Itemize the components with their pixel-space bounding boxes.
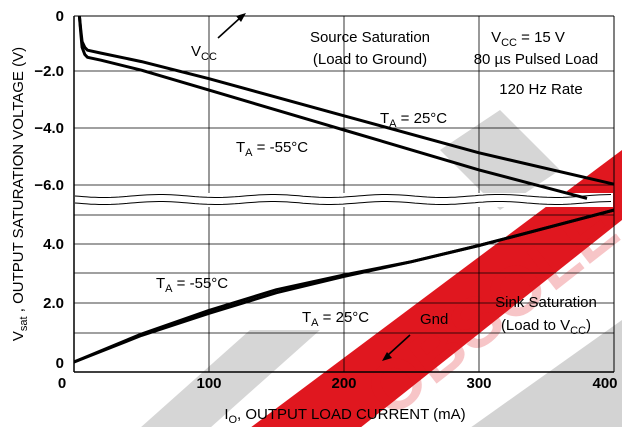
series-label-upper-25c: TA = 25°C [380,110,447,130]
series-label-lower-m55c-main: T [156,275,165,292]
pulse-condition: 80 µs Pulsed Load [474,51,599,68]
x-tick-label-0: 0 [58,375,66,392]
series-label-upper-m55c-main: T [236,139,245,156]
series-label-upper-25c-value: = 25°C [397,110,448,127]
series-label-lower-25c: TA = 25°C [302,309,369,329]
gnd-arrow-head [382,352,392,361]
source-saturation-title: Source Saturation [310,29,430,46]
series-label-lower-25c-sub: A [311,317,319,329]
vcc-reference-sub: CC [201,51,217,63]
series-label-lower-m55c-sub: A [165,283,173,295]
x-axis-title-main: I [224,406,228,423]
sink-saturation-subtitle-end: ) [586,317,591,334]
sink-saturation-title: Sink Saturation [495,294,597,311]
vcc-reference-main: V [191,43,201,60]
axis-break-line-lower [74,201,612,205]
series-label-upper-25c-sub: A [389,118,397,130]
series-label-lower-25c-value: = 25°C [319,309,370,326]
series-label-upper-m55c: TA = -55°C [236,139,308,159]
vcc-arrow-shaft [217,17,241,39]
sink-series-1 [73,208,615,364]
vcc-reference-label: VCC [191,43,217,63]
vcc-condition: VCC = 15 V [491,29,565,49]
series-label-lower-m55c-value: = -55°C [173,275,229,292]
watermark-grey-shape-1 [141,330,320,427]
y-axis-title: Vsat , OUTPUT SATURATION VOLTAGE (V) [10,47,30,341]
axis-break [74,193,613,207]
y-axis-title-main: V [10,331,27,341]
axis-break-band [75,193,613,207]
source-series-1 [77,15,588,200]
axis-break-line-upper [74,194,612,198]
y-tick-label-0: 0 [56,8,64,25]
grid [74,15,614,372]
sink-saturation-subtitle: (Load to VCC) [501,317,591,337]
vcc-arrow-head [236,13,246,22]
y-tick-label-4: 4.0 [43,236,64,253]
series-label-lower-m55c: TA = -55°C [156,275,228,295]
watermark-grey-band [471,320,622,427]
x-axis-title: IO, OUTPUT LOAD CURRENT (mA) [224,406,465,426]
series-layer [73,15,615,364]
sink-saturation-subtitle-sub: CC [570,325,586,337]
series-label-lower-25c-main: T [302,309,311,326]
x-tick-labels: 0 100 200 300 400 [58,375,618,392]
y-tick-label-m4: −4.0 [34,120,64,137]
y-tick-label-bottom-0: 0 [56,355,64,372]
reference-arrows [217,13,411,361]
series-label-upper-25c-main: T [380,110,389,127]
x-axis-title-sub: O [228,414,237,426]
source-saturation-subtitle: (Load to Ground) [313,51,427,68]
sink-saturation-subtitle-main: (Load to V [501,317,570,334]
rate-condition: 120 Hz Rate [499,81,582,98]
series-label-upper-m55c-sub: A [245,147,253,159]
x-tick-label-400: 400 [592,375,617,392]
x-tick-label-200: 200 [331,375,356,392]
y-axis-title-rest: , OUTPUT SATURATION VOLTAGE (V) [10,47,27,316]
y-axis-title-sub: sat [18,316,30,331]
vcc-condition-sub: CC [501,37,517,49]
series-label-upper-m55c-value: = -55°C [253,139,309,156]
x-tick-label-100: 100 [196,375,221,392]
y-tick-label-2: 2.0 [43,295,64,312]
gnd-arrow-shaft [387,334,411,356]
gnd-reference-label: Gnd [420,311,448,328]
vcc-condition-value: = 15 V [517,29,565,46]
x-tick-label-300: 300 [466,375,491,392]
y-tick-label-m6: −6.0 [34,177,64,194]
y-tick-labels: 0 −2.0 −4.0 −6.0 4.0 2.0 0 [34,8,64,372]
y-tick-label-m2: −2.0 [34,63,64,80]
x-axis-title-rest: , OUTPUT LOAD CURRENT (mA) [237,406,466,423]
vcc-condition-main: V [491,29,501,46]
